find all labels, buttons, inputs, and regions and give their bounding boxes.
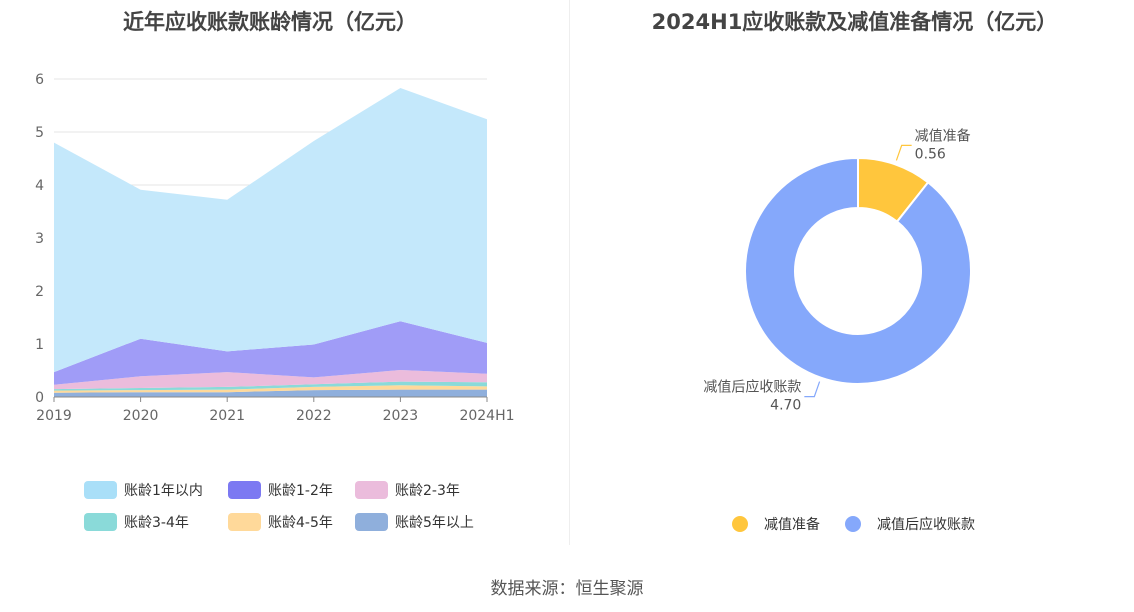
legend-label: 账龄5年以上 [395, 515, 474, 531]
y-tick-label: 0 [35, 390, 44, 406]
area-series [54, 385, 487, 393]
legend-swatch [84, 513, 117, 531]
x-tick-label: 2024H1 [459, 408, 514, 424]
slice-leader-line [895, 144, 912, 161]
area-chart-areas [54, 88, 487, 397]
area-series [54, 370, 487, 390]
slice-leader-line [804, 381, 821, 398]
legend-label: 账龄4-5年 [268, 515, 333, 531]
area-series [54, 381, 487, 391]
legend-label: 账龄3-4年 [124, 515, 189, 531]
area-series [54, 88, 487, 373]
y-tick-label: 6 [35, 72, 44, 88]
legend-label: 账龄1年以内 [124, 483, 203, 499]
legend-label: 账龄2-3年 [395, 483, 460, 499]
legend-swatch [84, 481, 117, 499]
x-tick-label: 2020 [123, 408, 159, 424]
legend-label: 账龄1-2年 [268, 483, 333, 499]
x-tick-label: 2023 [383, 408, 419, 424]
y-tick-label: 1 [35, 337, 44, 353]
data-source-note: 数据来源：恒生聚源 [490, 579, 644, 599]
area-series [54, 389, 487, 397]
donut-chart-title: 2024H1应收账款及减值准备情况（亿元） [651, 10, 1058, 34]
donut-slice [744, 156, 972, 385]
legend-swatch [845, 516, 861, 532]
y-tick-label: 3 [35, 231, 44, 247]
area-chart-axes: 0 1 2 3 4 5 6 2019 2020 2021 2022 2023 2024H1 [35, 72, 514, 424]
donut-labels: 减值准备 0.56 减值后应收账款 4.70 [703, 127, 970, 413]
area-chart-title: 近年应收账款账龄情况（亿元） [123, 10, 417, 34]
legend-label: 减值准备 [764, 516, 820, 533]
slice-label-value: 0.56 [915, 146, 946, 162]
legend-swatch [228, 513, 261, 531]
area-series [54, 321, 487, 385]
donut-legend: 减值准备 减值后应收账款 [732, 516, 975, 533]
slice-label-name: 减值准备 [915, 127, 971, 144]
legend-swatch [355, 481, 388, 499]
legend-swatch [355, 513, 388, 531]
x-tick-label: 2019 [36, 408, 72, 424]
panel-divider [569, 0, 570, 545]
area-chart: 0 1 2 3 4 5 6 2019 2020 2021 2022 2023 2024H1 账龄1年以内… [35, 72, 515, 531]
x-tick-label: 2021 [209, 408, 245, 424]
y-tick-label: 2 [35, 284, 44, 300]
legend-swatch [732, 516, 748, 532]
y-tick-label: 4 [35, 178, 44, 194]
slice-label-name: 减值后应收账款 [703, 379, 801, 396]
legend-swatch [228, 481, 261, 499]
y-tick-label: 5 [35, 125, 44, 141]
legend-label: 减值后应收账款 [877, 516, 975, 533]
donut-slices [744, 156, 972, 385]
slice-label-value: 4.70 [770, 398, 801, 414]
x-tick-label: 2022 [296, 408, 332, 424]
